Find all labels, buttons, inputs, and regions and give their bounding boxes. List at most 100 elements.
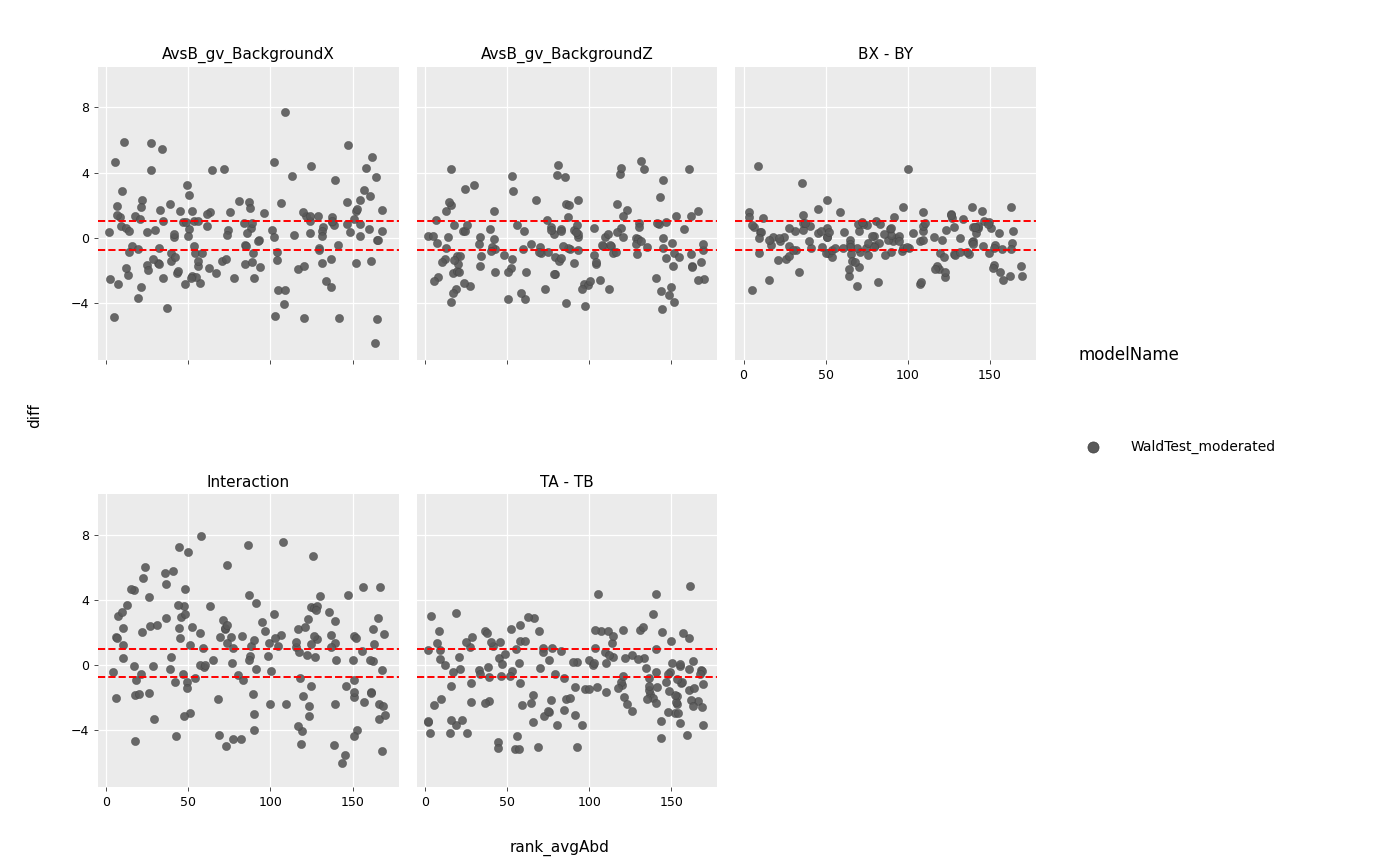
Point bbox=[783, 243, 805, 257]
Point bbox=[158, 197, 181, 211]
Point bbox=[540, 694, 563, 708]
Point bbox=[116, 598, 139, 612]
Point bbox=[638, 679, 661, 693]
Point bbox=[447, 257, 469, 271]
Point bbox=[480, 240, 503, 253]
Point bbox=[605, 246, 627, 260]
Point bbox=[371, 745, 393, 759]
Point bbox=[137, 590, 160, 604]
Point bbox=[483, 232, 505, 246]
Point bbox=[682, 699, 704, 713]
Point bbox=[228, 194, 251, 208]
Point bbox=[153, 214, 175, 227]
Point bbox=[336, 588, 358, 602]
Point bbox=[360, 687, 382, 701]
Point bbox=[587, 680, 609, 694]
Point bbox=[497, 292, 519, 306]
Point bbox=[263, 607, 286, 621]
Point bbox=[218, 205, 241, 219]
Point bbox=[923, 230, 945, 244]
Point bbox=[284, 635, 307, 649]
Point bbox=[434, 241, 456, 255]
Point bbox=[554, 692, 577, 706]
Point bbox=[962, 237, 984, 251]
Point bbox=[125, 673, 147, 687]
Point bbox=[323, 218, 346, 232]
Point bbox=[851, 215, 874, 229]
Point bbox=[343, 689, 365, 703]
Point bbox=[692, 718, 714, 732]
Point bbox=[196, 219, 218, 233]
Point bbox=[123, 734, 146, 747]
Point bbox=[440, 295, 462, 309]
Point bbox=[231, 629, 253, 643]
Point bbox=[559, 242, 581, 256]
Point bbox=[147, 256, 169, 270]
Point bbox=[567, 193, 589, 207]
Point bbox=[888, 228, 910, 242]
Point bbox=[189, 625, 211, 639]
Point bbox=[650, 714, 672, 727]
Point bbox=[293, 260, 315, 273]
Point bbox=[371, 203, 393, 217]
Point bbox=[112, 621, 134, 635]
Point bbox=[458, 279, 480, 292]
Point bbox=[748, 246, 770, 260]
Point bbox=[239, 221, 262, 235]
Point bbox=[130, 667, 153, 681]
Point bbox=[679, 693, 701, 707]
Point bbox=[343, 729, 365, 743]
Point bbox=[343, 630, 365, 644]
Point bbox=[585, 255, 608, 269]
Point bbox=[582, 658, 605, 672]
Point bbox=[336, 195, 358, 209]
Point bbox=[1000, 242, 1022, 256]
Point bbox=[788, 265, 811, 279]
Point bbox=[123, 659, 146, 673]
Point bbox=[508, 634, 531, 648]
Point bbox=[913, 225, 935, 239]
Point bbox=[680, 260, 703, 274]
Point bbox=[98, 272, 120, 285]
Point bbox=[178, 222, 200, 236]
Point bbox=[525, 193, 547, 207]
Point bbox=[566, 740, 588, 753]
Point bbox=[273, 106, 295, 119]
Point bbox=[1001, 236, 1023, 250]
Point bbox=[192, 641, 214, 655]
Point bbox=[259, 697, 281, 711]
Point bbox=[671, 675, 693, 689]
Point bbox=[501, 664, 524, 678]
Point bbox=[168, 541, 190, 554]
Point bbox=[991, 242, 1014, 256]
Point bbox=[815, 247, 837, 260]
Point bbox=[678, 162, 700, 176]
Point bbox=[361, 623, 384, 637]
Point bbox=[566, 655, 588, 669]
Text: WaldTest_moderated: WaldTest_moderated bbox=[1131, 440, 1275, 454]
Point bbox=[602, 629, 624, 643]
Point bbox=[291, 724, 314, 738]
Point bbox=[665, 689, 687, 702]
Point bbox=[778, 221, 801, 234]
Point bbox=[963, 220, 986, 234]
Point bbox=[321, 640, 343, 654]
Point bbox=[214, 622, 237, 636]
Point bbox=[669, 715, 692, 729]
Point bbox=[631, 620, 654, 634]
Point bbox=[610, 678, 633, 692]
Point bbox=[343, 673, 365, 687]
Point bbox=[438, 727, 461, 740]
Point bbox=[416, 715, 438, 729]
Point bbox=[672, 221, 694, 235]
Point bbox=[459, 676, 482, 690]
Point bbox=[270, 196, 293, 210]
Point bbox=[325, 653, 347, 667]
Point bbox=[168, 621, 190, 635]
Point bbox=[924, 262, 946, 276]
Point bbox=[470, 249, 493, 263]
Point bbox=[213, 162, 235, 176]
Point bbox=[528, 245, 550, 259]
Point bbox=[741, 283, 763, 297]
Point bbox=[741, 218, 763, 232]
